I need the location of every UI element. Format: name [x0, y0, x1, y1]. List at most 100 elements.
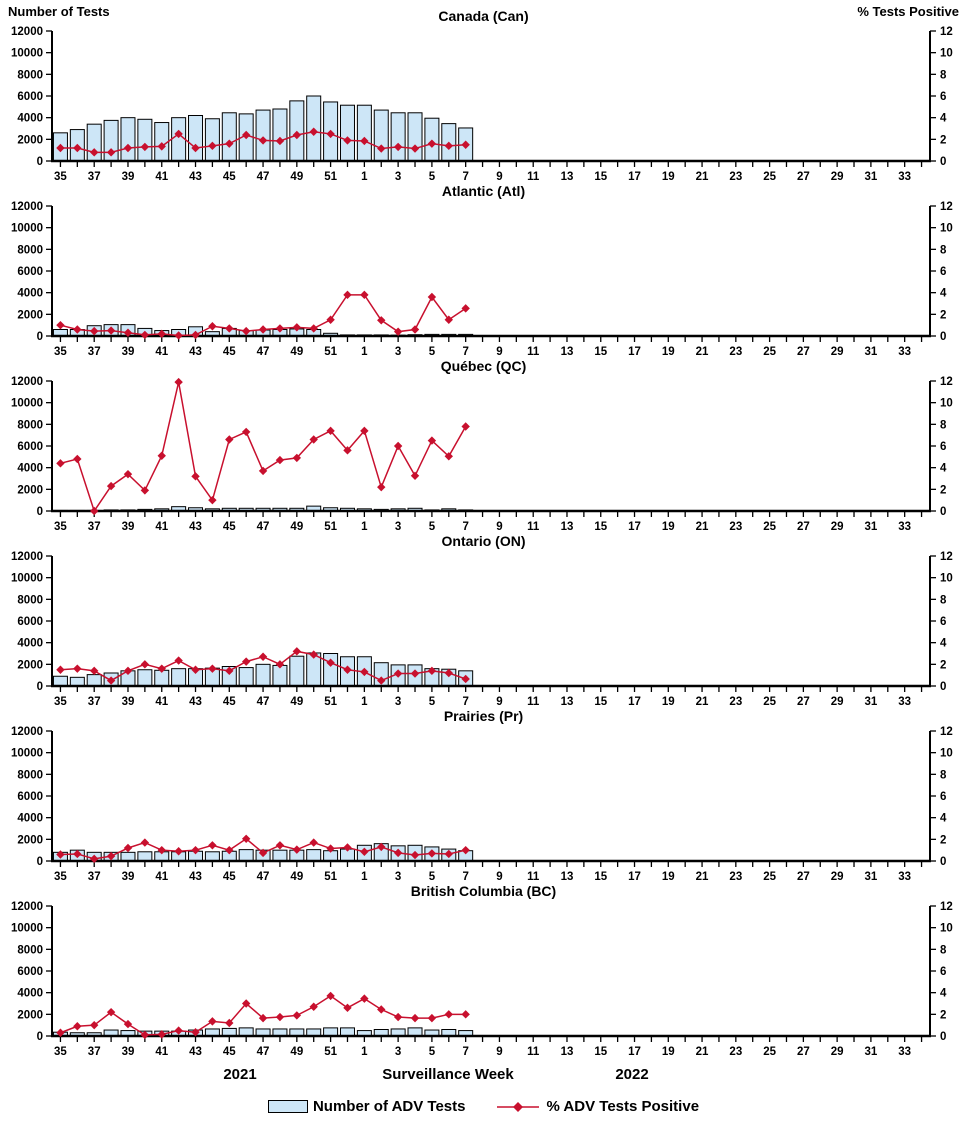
svg-text:15: 15	[594, 1046, 607, 1058]
svg-text:29: 29	[831, 871, 844, 883]
svg-text:33: 33	[898, 171, 911, 183]
svg-text:4: 4	[940, 113, 947, 125]
svg-text:45: 45	[223, 696, 236, 708]
axes-group	[51, 381, 931, 513]
svg-text:33: 33	[898, 521, 911, 533]
svg-text:33: 33	[898, 696, 911, 708]
svg-text:15: 15	[594, 171, 607, 183]
svg-text:35: 35	[54, 171, 67, 183]
svg-text:0: 0	[37, 506, 43, 518]
svg-text:37: 37	[88, 871, 101, 883]
svg-text:25: 25	[763, 171, 776, 183]
svg-text:4000: 4000	[17, 988, 43, 1000]
svg-text:10: 10	[940, 398, 953, 410]
svg-text:49: 49	[290, 521, 303, 533]
svg-text:0: 0	[940, 681, 946, 693]
svg-text:12: 12	[940, 376, 953, 388]
svg-text:13: 13	[561, 871, 574, 883]
svg-text:27: 27	[797, 871, 810, 883]
axes-group	[51, 206, 931, 338]
svg-text:2: 2	[940, 309, 946, 321]
svg-text:23: 23	[729, 1046, 742, 1058]
ticks-group	[46, 905, 936, 1042]
svg-text:19: 19	[662, 696, 675, 708]
svg-text:47: 47	[257, 346, 270, 358]
svg-text:27: 27	[797, 346, 810, 358]
svg-text:5: 5	[429, 696, 436, 708]
svg-text:25: 25	[763, 871, 776, 883]
svg-text:5: 5	[429, 346, 436, 358]
svg-text:35: 35	[54, 871, 67, 883]
svg-text:1: 1	[361, 521, 368, 533]
svg-text:23: 23	[729, 171, 742, 183]
svg-text:0: 0	[37, 331, 43, 343]
ticks-group	[46, 555, 936, 692]
svg-text:31: 31	[865, 346, 878, 358]
svg-text:6: 6	[940, 266, 946, 278]
svg-text:8000: 8000	[17, 69, 43, 81]
chart-panel-2: Québec (QC) 0 2000 4000 6000 8000 10000 12000 0 2…	[0, 358, 967, 533]
axes-group	[51, 731, 931, 863]
svg-text:8000: 8000	[17, 944, 43, 956]
svg-text:0: 0	[37, 156, 43, 168]
svg-text:17: 17	[628, 696, 641, 708]
svg-text:9: 9	[496, 1046, 502, 1058]
svg-text:41: 41	[155, 871, 168, 883]
svg-text:10: 10	[940, 223, 953, 235]
svg-text:8: 8	[940, 594, 947, 606]
svg-text:39: 39	[122, 696, 135, 708]
svg-text:0: 0	[37, 681, 43, 693]
svg-text:2000: 2000	[17, 1009, 43, 1021]
svg-text:7: 7	[462, 1046, 468, 1058]
svg-text:11: 11	[527, 171, 540, 183]
svg-text:23: 23	[729, 696, 742, 708]
legend-item-pct: % ADV Tests Positive	[495, 1098, 699, 1115]
svg-text:0: 0	[940, 506, 946, 518]
svg-text:8000: 8000	[17, 769, 43, 781]
svg-text:12: 12	[940, 201, 953, 213]
svg-text:11: 11	[527, 346, 540, 358]
svg-text:39: 39	[122, 521, 135, 533]
svg-text:37: 37	[88, 1046, 101, 1058]
svg-text:8: 8	[940, 69, 947, 81]
svg-text:13: 13	[561, 346, 574, 358]
svg-text:25: 25	[763, 1046, 776, 1058]
svg-text:10: 10	[940, 923, 953, 935]
axes-group	[51, 556, 931, 688]
svg-text:12: 12	[940, 726, 953, 738]
svg-text:7: 7	[462, 696, 468, 708]
x-axis-title: Surveillance Week	[382, 1066, 514, 1083]
svg-text:4000: 4000	[17, 813, 43, 825]
svg-text:6000: 6000	[17, 266, 43, 278]
svg-text:0: 0	[37, 856, 43, 868]
svg-text:19: 19	[662, 1046, 675, 1058]
svg-text:2: 2	[940, 1009, 946, 1021]
svg-text:47: 47	[257, 696, 270, 708]
svg-text:5: 5	[429, 171, 436, 183]
svg-text:10000: 10000	[11, 48, 43, 60]
svg-text:35: 35	[54, 346, 67, 358]
axes-group	[51, 906, 931, 1038]
svg-text:41: 41	[155, 346, 168, 358]
svg-text:9: 9	[496, 871, 502, 883]
svg-text:12000: 12000	[11, 376, 43, 388]
svg-text:49: 49	[290, 346, 303, 358]
legend-label-pct: % ADV Tests Positive	[546, 1098, 700, 1115]
chart-panel-0: Canada (Can) 0 2000 4000 6000 8000 10000 12000 0…	[0, 8, 967, 183]
ticks-group	[46, 205, 936, 342]
svg-text:12: 12	[940, 901, 953, 913]
svg-text:2: 2	[940, 484, 946, 496]
svg-text:39: 39	[122, 1046, 135, 1058]
svg-text:4: 4	[940, 813, 947, 825]
svg-text:4: 4	[940, 988, 947, 1000]
svg-text:17: 17	[628, 871, 641, 883]
svg-text:6: 6	[940, 791, 946, 803]
svg-text:21: 21	[696, 871, 709, 883]
svg-text:15: 15	[594, 521, 607, 533]
svg-text:45: 45	[223, 871, 236, 883]
svg-text:43: 43	[189, 346, 202, 358]
svg-text:4000: 4000	[17, 288, 43, 300]
svg-text:15: 15	[594, 696, 607, 708]
